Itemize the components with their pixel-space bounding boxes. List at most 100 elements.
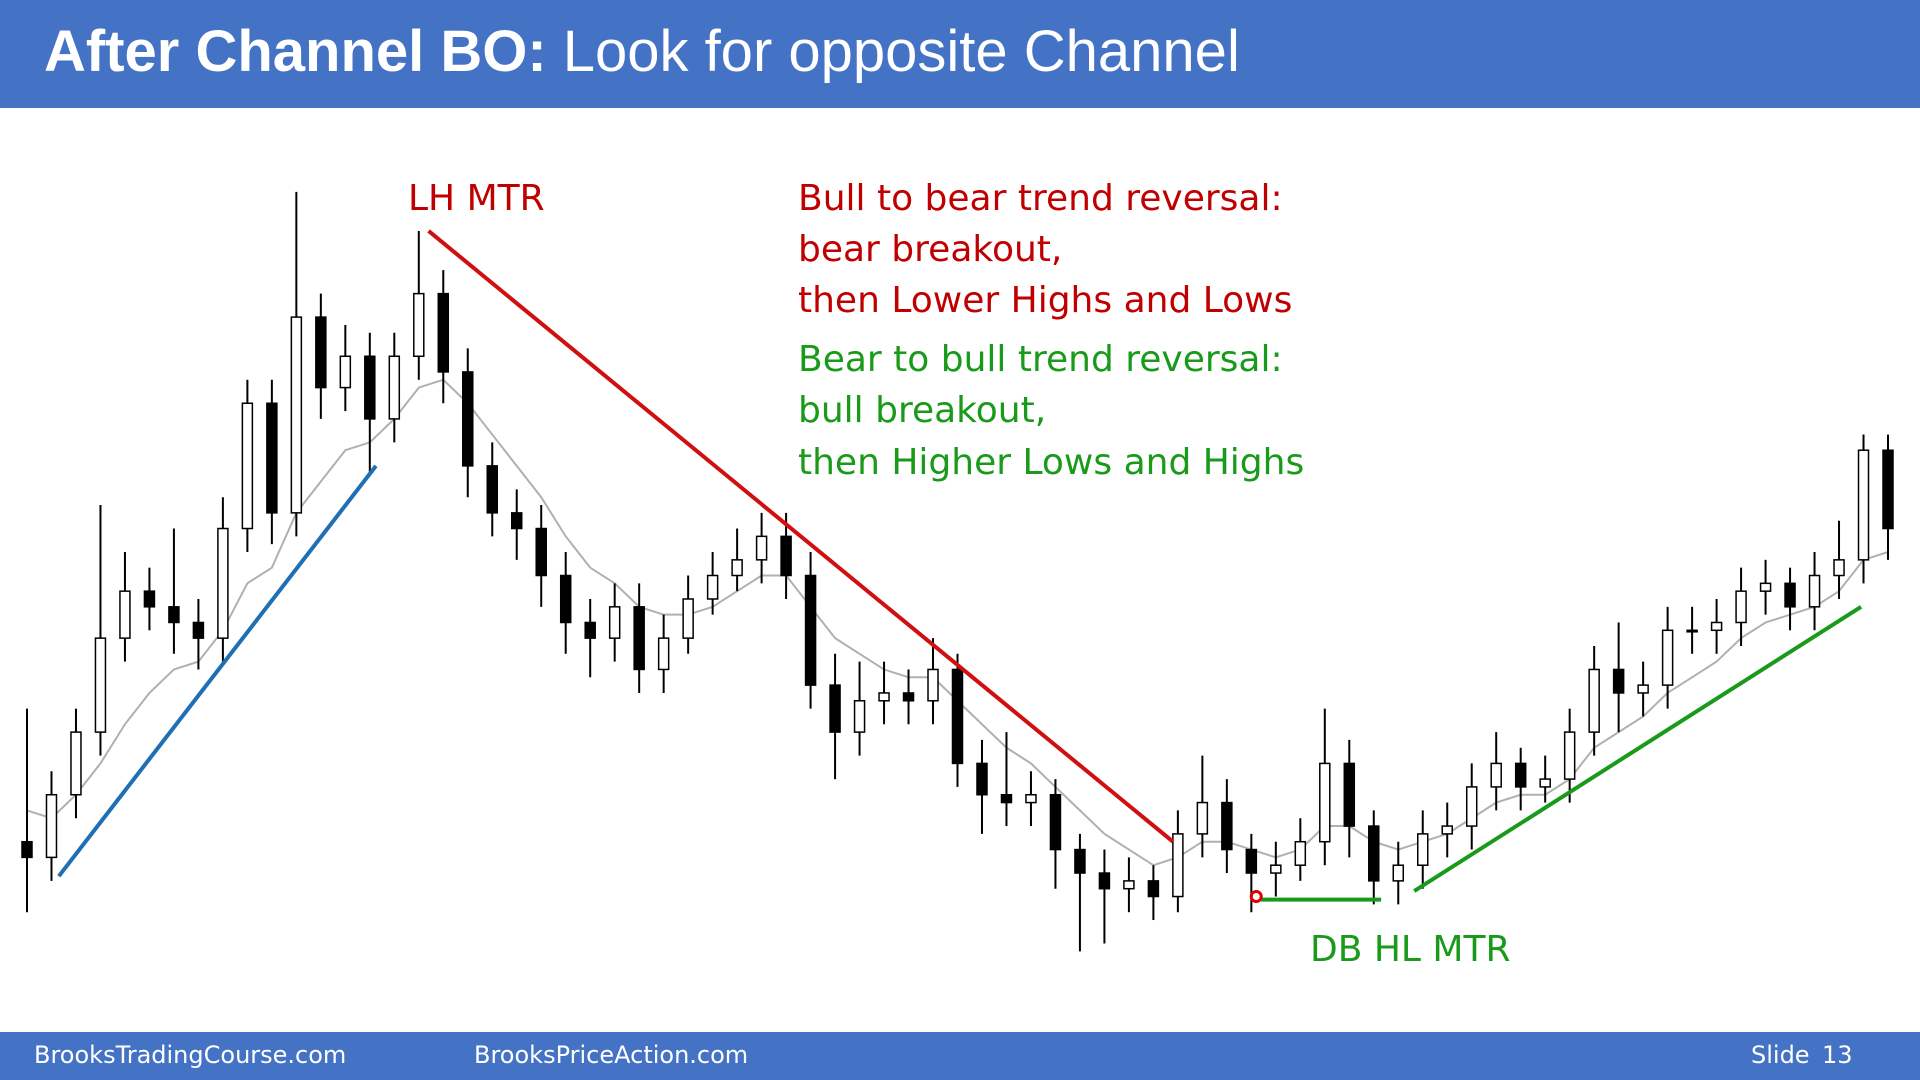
candle-body (1784, 582, 1796, 608)
candle-body (290, 316, 303, 514)
candle-body (1661, 629, 1674, 686)
candle-body (1098, 872, 1111, 890)
candle-body (45, 793, 58, 859)
candle-body (853, 700, 866, 733)
candle-body (1270, 864, 1282, 874)
candle-body (608, 606, 621, 639)
candle-body (657, 637, 670, 671)
candle-body (1000, 793, 1013, 804)
candle-body (21, 840, 33, 859)
candle-body (1392, 864, 1405, 882)
candle-body (1588, 668, 1600, 733)
annotation: bear breakout, (798, 229, 1062, 270)
candle-body (1417, 833, 1429, 866)
candle-body (584, 621, 596, 639)
candle-body (1221, 801, 1233, 851)
trend-line (1413, 605, 1863, 893)
candle-body (1441, 825, 1453, 835)
candle-body (951, 668, 964, 765)
candle-body (1172, 833, 1184, 898)
annotation: then Higher Lows and Highs (798, 442, 1304, 483)
candle-body (878, 692, 890, 702)
marker (1249, 890, 1263, 904)
candle-body (1319, 762, 1331, 843)
candle-body (1368, 825, 1380, 882)
annotation: DB HL MTR (1310, 929, 1511, 970)
candle-body (1147, 880, 1160, 898)
trend-line (427, 229, 1175, 844)
trend-line (57, 464, 378, 878)
candle-body (927, 668, 939, 702)
candle-body (143, 590, 156, 608)
chart: LH MTR Bull to bear trend reversal: bear… (21, 178, 1894, 970)
candle-body (1490, 762, 1502, 788)
candle-body (486, 465, 498, 514)
candle-body (1563, 731, 1576, 780)
candle-body (1686, 629, 1698, 633)
candle-body (1539, 778, 1551, 788)
candle-body (217, 527, 229, 639)
annotation: then Lower Highs and Lows (798, 280, 1292, 321)
candle-body (266, 402, 278, 514)
candle-body (339, 355, 352, 389)
annotation: LH MTR (408, 178, 545, 219)
candle-body (1049, 793, 1062, 851)
candle-body (1245, 848, 1258, 874)
candle-body (1196, 801, 1209, 835)
candle-body (804, 574, 817, 686)
candle-body (559, 574, 572, 624)
footer-text: BrooksTradingCourse.com (34, 1041, 347, 1069)
candle-body (1343, 762, 1356, 827)
candle-body (1294, 840, 1307, 866)
annotation: bull breakout, (798, 390, 1046, 431)
candle-body (682, 598, 694, 639)
candle-body (1637, 684, 1649, 694)
candle-body (1465, 786, 1478, 827)
candle-body (1808, 574, 1821, 608)
candle-body (94, 637, 107, 733)
slide-number: 13 (1822, 1041, 1853, 1069)
candle-body (364, 355, 376, 420)
candle-body (1710, 621, 1723, 632)
candle-body (1882, 449, 1894, 530)
candle-body (192, 621, 205, 639)
candle-body (510, 512, 523, 530)
candle-body (535, 527, 547, 577)
candle-body (976, 762, 988, 796)
candle-body (241, 402, 254, 530)
candle-body (1514, 762, 1527, 788)
candle-body (829, 684, 841, 733)
footer-text: BrooksPriceAction.com (474, 1041, 749, 1069)
candle-body (462, 371, 474, 467)
candle-body (70, 731, 82, 796)
title-bold: After Channel BO: (44, 19, 547, 84)
title: After Channel BO: Look for opposite Chann… (44, 18, 1240, 85)
candle-body (1735, 590, 1747, 624)
candle-body (755, 535, 768, 561)
candle-body (1759, 582, 1772, 592)
candle-body (706, 574, 719, 600)
candle-body (388, 355, 401, 420)
annotation: Bull to bear trend reversal: (798, 178, 1283, 219)
candle-body (1857, 449, 1870, 561)
candle-body (168, 606, 180, 624)
title-rest: Look for opposite Channel (562, 19, 1240, 84)
footer-bar: BrooksTradingCourse.com BrooksPriceActio… (0, 1032, 1920, 1080)
candle-body (1612, 668, 1625, 694)
header-bar: After Channel BO: Look for opposite Chann… (0, 0, 1920, 108)
candle-body (731, 559, 743, 577)
candle-body (1123, 880, 1135, 890)
candle-body (1833, 559, 1845, 577)
candle-body (413, 292, 425, 358)
candle-body (780, 535, 792, 577)
candle-body (1074, 848, 1086, 874)
candle-body (902, 692, 915, 702)
plot (21, 191, 1894, 952)
slide-label: Slide (1751, 1041, 1810, 1069)
candle-body (437, 292, 450, 373)
candle-body (315, 316, 327, 389)
annotation: Bear to bull trend reversal: (798, 339, 1283, 380)
candle-body (633, 606, 645, 671)
candle-body (119, 590, 131, 639)
